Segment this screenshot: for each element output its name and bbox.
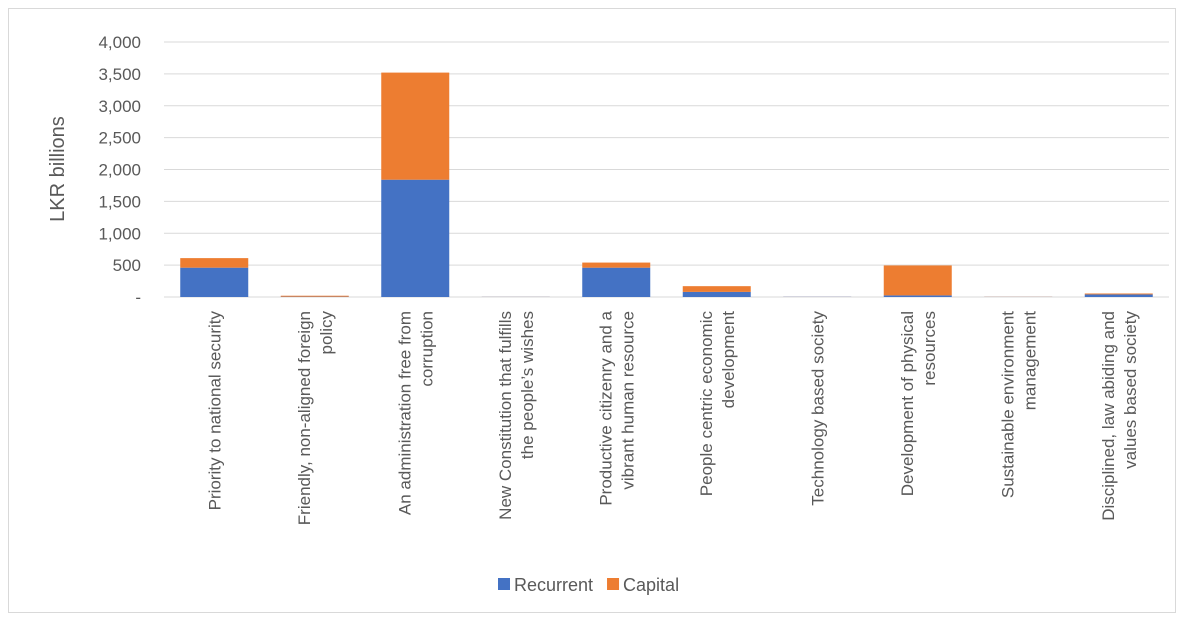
stacked-bar-chart: -5001,0001,5002,0002,5003,0003,5004,000 … <box>47 33 1169 595</box>
x-category-label: Productive citizenry and a <box>596 310 615 505</box>
legend-label-recurrent: Recurrent <box>514 575 593 595</box>
gridlines <box>164 41 1169 298</box>
bar-recurrent-5 <box>682 291 751 297</box>
bar-capital-5 <box>682 286 751 292</box>
x-category-label: Priority to national security <box>205 311 224 511</box>
y-tick-label: 1,500 <box>98 192 141 211</box>
bar-capital-4 <box>582 262 651 268</box>
x-category-label: management <box>1020 311 1039 411</box>
x-category-label: corruption <box>417 311 436 387</box>
bar-capital-7 <box>883 265 952 296</box>
x-category-label: resources <box>920 311 939 386</box>
y-tick-label: 1,000 <box>98 224 141 243</box>
x-category-label: Sustainable environment <box>998 311 1017 498</box>
x-category-label: Technology based society <box>808 311 827 506</box>
y-axis-ticks: - 500 1,000 1,500 2,000 2,500 3,000 3,500 4,000 <box>98 33 141 307</box>
chart-frame: -500 1,000 1,500 2,000 2,500 3,000 3,500 4,000 … <box>8 8 1176 613</box>
bar-recurrent-0 <box>180 267 249 297</box>
x-category-label: policy <box>317 311 336 355</box>
bar-recurrent-2 <box>381 179 450 297</box>
y-tick-label: 4,000 <box>98 33 141 52</box>
legend-swatch-recurrent <box>498 578 510 590</box>
y-tick-label: 2,000 <box>98 161 141 180</box>
legend: Recurrent Capital <box>498 575 679 595</box>
x-category-label: Disciplined, law abiding and <box>1099 311 1118 521</box>
y-tick-label: - <box>135 288 141 307</box>
bar-capital-9 <box>1084 293 1153 295</box>
y-tick-label: 3,000 <box>98 97 141 116</box>
bar-capital-0 <box>180 258 249 268</box>
y-tick-label: 500 <box>113 256 141 275</box>
x-category-label: the people’s wishes <box>518 311 537 459</box>
x-category-label: An administration free from <box>395 311 414 515</box>
bar-capital-2 <box>381 72 450 180</box>
x-category-label: values based society <box>1121 311 1140 469</box>
y-axis-title: LKR billions <box>47 116 69 222</box>
x-category-label: Development of physical <box>898 311 917 496</box>
x-category-label: vibrant human resource <box>618 311 637 490</box>
y-tick-label: 3,500 <box>98 65 141 84</box>
x-category-label: People centric economic <box>697 311 716 497</box>
legend-swatch-capital <box>607 578 620 590</box>
x-category-label: New Constitution that fulfills <box>496 311 515 520</box>
bars <box>180 72 1153 297</box>
legend-label-capital: Capital <box>623 575 679 595</box>
bar-recurrent-4 <box>582 267 651 297</box>
bar-recurrent-9 <box>1084 294 1153 297</box>
x-category-label: Friendly, non-aligned foreign <box>295 311 314 525</box>
y-tick-label: 2,500 <box>98 129 141 148</box>
bar-capital-1 <box>280 295 349 297</box>
x-category-label: development <box>719 311 738 409</box>
bar-recurrent-7 <box>883 295 952 297</box>
x-axis-categories: Priority to national security Friendly, n… <box>205 310 1140 525</box>
